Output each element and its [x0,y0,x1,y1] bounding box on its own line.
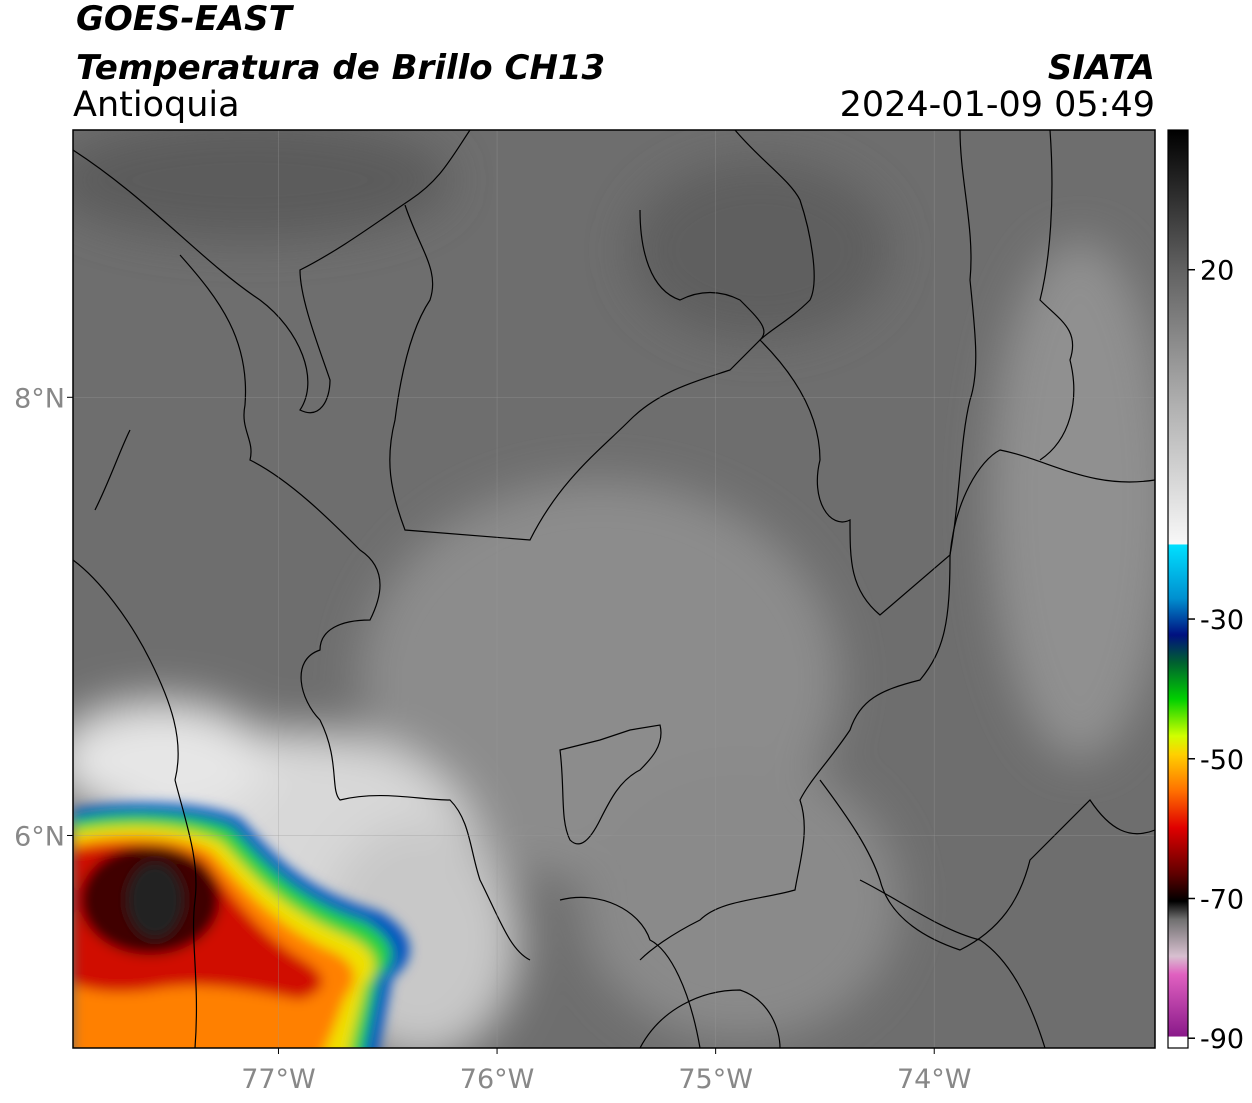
colorbar-label: -70 [1200,884,1244,915]
plot-frame [72,129,1156,1049]
y-tick-label: 8°N [14,383,65,414]
colorbar-label: -90 [1200,1024,1244,1055]
colorbar [1167,129,1189,1049]
borders [73,130,1155,1048]
colorbar-label: -50 [1200,745,1244,776]
grid [73,130,1155,1048]
x-tick-label: 74°W [897,1064,972,1095]
agency: SIATA [1048,48,1155,88]
satellite-title: GOES-EAST [76,0,295,39]
colorbar-label: 20 [1200,256,1234,287]
product-title: Temperatura de Brillo CH13 [76,48,605,88]
x-tick-label: 75°W [678,1064,753,1095]
x-tick-label: 76°W [460,1064,535,1095]
colorbar-label: -30 [1200,605,1244,636]
region: Antioquia [73,85,240,125]
y-tick-label: 6°N [14,821,65,852]
datetime: 2024-01-09 05:49 [840,85,1155,125]
x-tick-label: 77°W [241,1064,316,1095]
map-image [73,130,1155,1048]
